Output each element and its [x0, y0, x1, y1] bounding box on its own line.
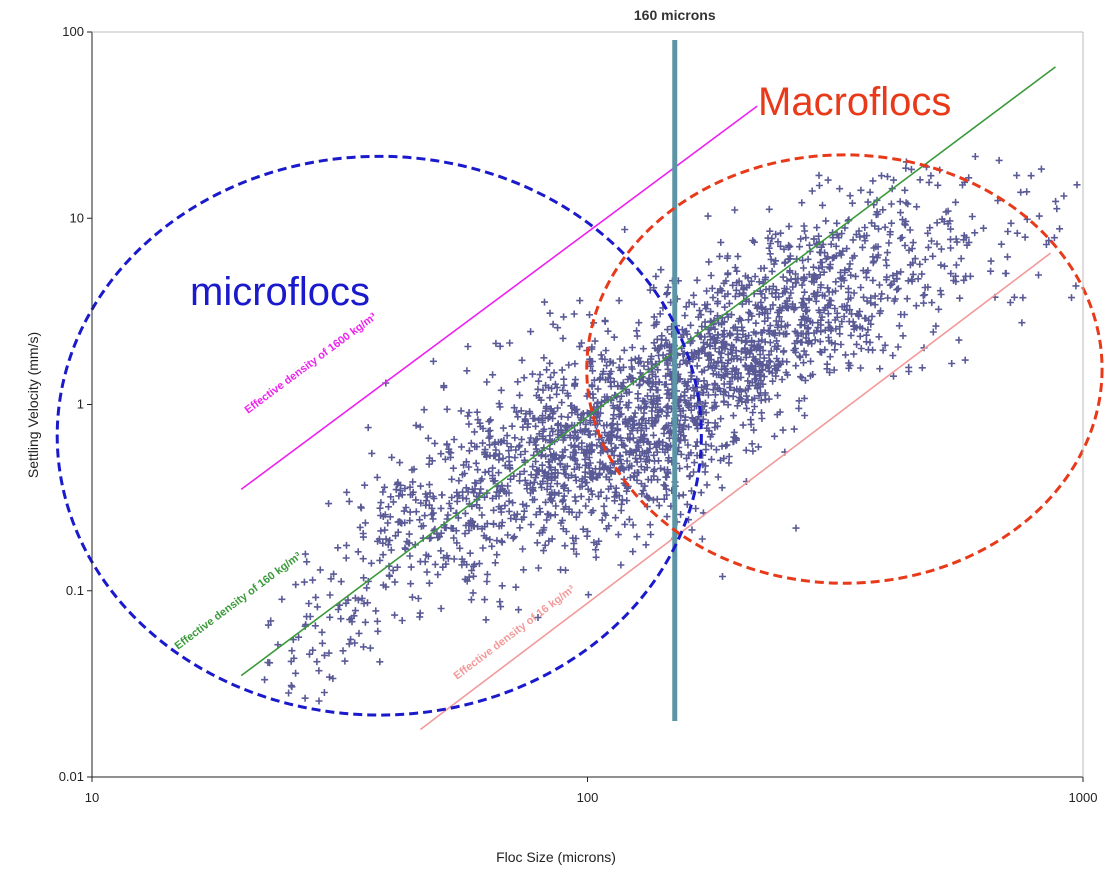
region-outlines	[55, 153, 1104, 717]
region-label-microflocs: microflocs	[190, 270, 370, 314]
scatter-points	[261, 153, 1081, 705]
density-line-label-2: Effective density of 160 kg/m³	[173, 550, 304, 652]
y-tick-label: 10	[70, 210, 84, 225]
y-tick-label: 0.1	[66, 583, 84, 598]
y-tick-label: 0.01	[59, 769, 84, 784]
axes: 0.01 0.1 1 10 100 10 100 1000 Floc Size (microns…	[25, 24, 1097, 865]
region-ellipse-macroflocs	[585, 153, 1104, 585]
x-tick-label: 100	[577, 790, 599, 805]
density-line-label-1: Effective density of 1600 kg/m³	[243, 311, 379, 417]
density-line-1	[240, 105, 758, 491]
density-line-2	[240, 66, 1056, 677]
region-label-macroflocs: Macroflocs	[758, 80, 951, 124]
x-tick-label: 1000	[1069, 790, 1098, 805]
x-axis-title: Floc Size (microns)	[496, 849, 616, 865]
scatter-marker-cloud	[261, 153, 1081, 705]
size-threshold-label: 160 microns	[634, 7, 716, 23]
density-line-3	[419, 252, 1052, 731]
region-ellipse-microflocs	[55, 154, 703, 717]
y-axis-title: Settling Velocity (mm/s)	[25, 332, 41, 478]
x-tick-label: 10	[85, 790, 99, 805]
y-tick-label: 1	[77, 397, 84, 412]
reference-lines	[240, 40, 1056, 731]
y-tick-label: 100	[62, 24, 84, 39]
